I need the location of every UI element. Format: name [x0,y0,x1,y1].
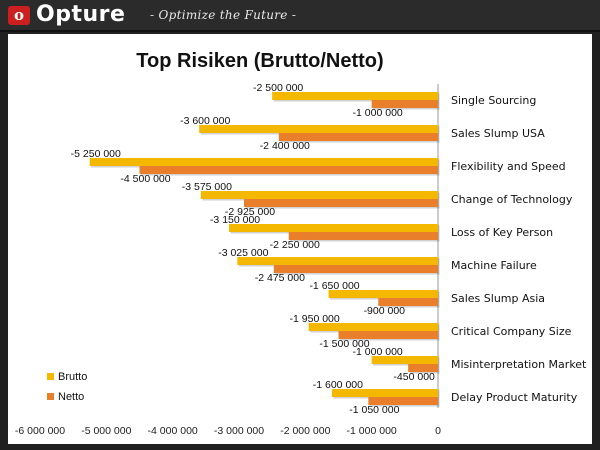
data-label-netto: -2 475 000 [255,272,305,284]
data-label-brutto: -3 575 000 [182,181,232,193]
bar-brutto [89,158,438,166]
data-label-brutto: -3 150 000 [210,214,260,226]
category-label: Sales Slump Asia [451,292,545,305]
data-label-netto: -450 000 [393,371,435,383]
bar-netto [368,397,438,405]
brand-name: Opture [36,2,126,27]
data-label-brutto: -3 600 000 [180,115,230,127]
data-label-netto: -2 400 000 [260,140,310,152]
bar-brutto [199,125,438,133]
bar-brutto [237,257,438,265]
category-label: Delay Product Maturity [451,391,578,404]
data-label-netto: -1 500 000 [319,338,369,350]
category-label: Sales Slump USA [451,127,545,140]
bar-netto [273,265,438,273]
data-label-brutto: -3 025 000 [218,247,268,259]
x-tick-label: -1 000 000 [347,425,397,437]
category-label: Loss of Key Person [451,226,553,239]
data-label-brutto: -1 950 000 [290,313,340,325]
chart: Top Risiken (Brutto/Netto) -6 000 000 -5 0… [15,50,587,437]
bar-netto [371,100,438,108]
data-label-brutto: -1 000 000 [353,346,403,358]
bar-netto [338,331,438,339]
data-label-netto: -2 925 000 [225,206,275,218]
data-label-netto: -4 500 000 [120,173,170,185]
bar-netto [288,232,438,240]
bar-brutto [200,191,438,199]
legend-label-netto: Netto [58,391,84,403]
bar-brutto [331,389,438,397]
x-tick-label: -2 000 000 [280,425,330,437]
x-tick-label: -5 000 000 [81,425,131,437]
tagline: - Optimize the Future - [150,8,297,22]
x-tick-label: -4 000 000 [148,425,198,437]
data-label-netto: -1 050 000 [349,404,399,416]
category-label: Change of Technology [451,193,573,206]
x-tick-label: 0 [435,425,441,437]
category-label: Single Sourcing [451,94,536,107]
legend-swatch-netto [47,393,54,400]
category-label: Machine Failure [451,259,537,272]
bar-netto [278,133,438,141]
bar-netto [139,166,438,174]
legend-label-brutto: Brutto [58,371,87,383]
chart-slide: Top Risiken (Brutto/Netto) -6 000 000 -5 0… [8,34,592,444]
bar-netto [243,199,438,207]
bar-brutto [272,92,438,100]
data-label-brutto: -1 600 000 [313,379,363,391]
category-label: Misinterpretation Market [451,358,587,371]
bar-netto [378,298,438,306]
data-label-brutto: -5 250 000 [71,148,121,160]
data-label-netto: -2 250 000 [270,239,320,251]
bar-brutto [308,323,438,331]
bar-netto [408,364,438,372]
data-label-netto: -900 000 [364,305,406,317]
data-label-netto: -1 000 000 [353,107,403,119]
x-tick-label: -3 000 000 [214,425,264,437]
category-label: Critical Company Size [451,325,572,338]
category-label: Flexibility and Speed [451,160,566,173]
data-label-brutto: -2 500 000 [253,82,303,94]
bar-brutto [328,290,438,298]
bar-brutto [229,224,438,232]
x-tick-label: -6 000 000 [15,425,65,437]
chart-title: Top Risiken (Brutto/Netto) [136,50,383,72]
header-bar: o Opture - Optimize the Future - [0,0,600,32]
data-label-brutto: -1 650 000 [309,280,359,292]
legend-swatch-brutto [47,373,54,380]
bar-brutto [371,356,438,364]
logo-icon: o [8,6,30,25]
